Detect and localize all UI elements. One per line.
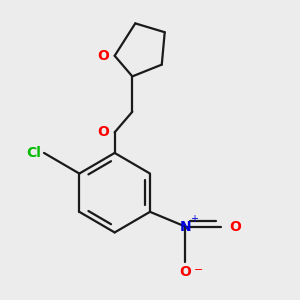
Text: −: − <box>194 265 203 275</box>
Text: +: + <box>190 214 198 224</box>
Text: O: O <box>230 220 242 234</box>
Text: O: O <box>97 125 109 139</box>
Text: O: O <box>179 265 191 279</box>
Text: Cl: Cl <box>26 146 41 160</box>
Text: N: N <box>179 220 191 234</box>
Text: O: O <box>97 49 109 63</box>
